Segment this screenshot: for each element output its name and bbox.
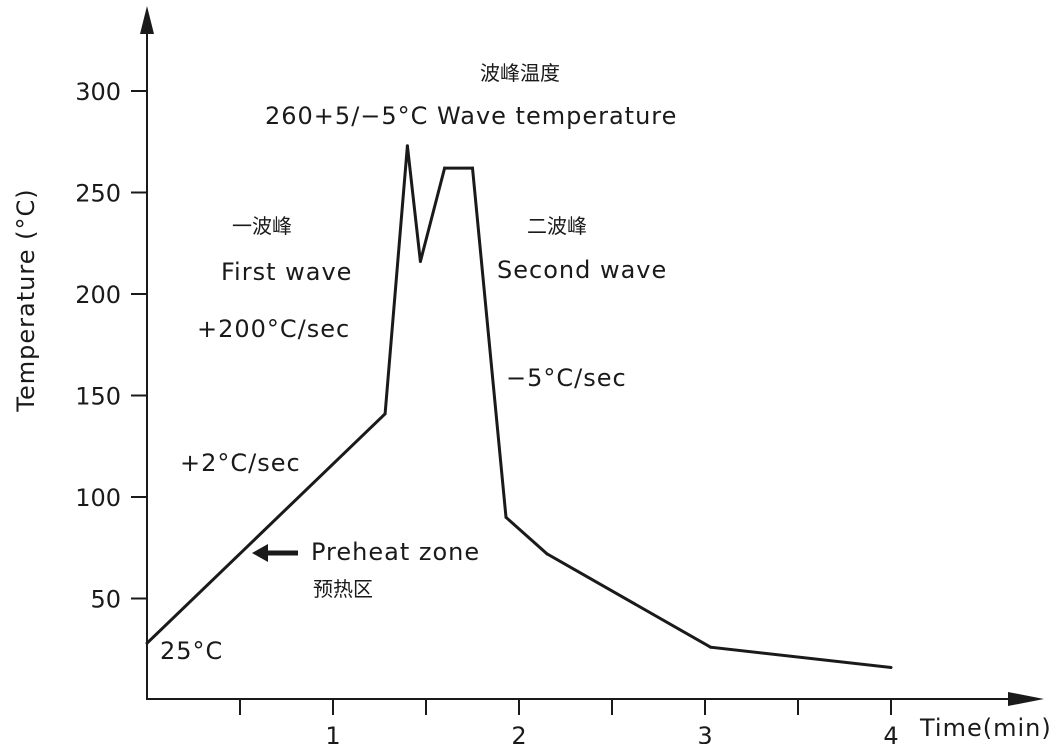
first-wave-label: First wave (221, 258, 352, 286)
profile-point (145, 641, 149, 645)
y-tick-label-300: 300 (75, 78, 121, 106)
y-tick-label-150: 150 (75, 383, 121, 411)
x-tick-label-2: 2 (511, 722, 526, 744)
x-axis-title: Time(min) (919, 714, 1052, 742)
second-wave-label: Second wave (497, 256, 667, 284)
profile-point (889, 666, 893, 670)
profile-point (709, 645, 713, 649)
wave-temperature-cn-label: 波峰温度 (480, 61, 560, 85)
heating-rate-fast-label: +200°C/sec (197, 315, 350, 343)
heating-rate-slow-label: +2°C/sec (180, 449, 301, 477)
x-tick-label-4: 4 (883, 722, 898, 744)
x-tick-label-1: 1 (325, 722, 340, 744)
y-tick-label-50: 50 (90, 586, 121, 614)
preheat-zone-cn-label: 预热区 (313, 577, 373, 601)
profile-point (405, 144, 409, 148)
start-temperature-label: 25°C (160, 637, 223, 665)
first-wave-cn-label: 一波峰 (232, 214, 292, 238)
y-tick-label-250: 250 (75, 180, 121, 208)
profile-point (504, 515, 508, 519)
x-axis-ticks: 1 2 3 4 (239, 699, 899, 744)
preheat-zone-label: Preheat zone (311, 538, 480, 566)
y-axis-arrow (140, 6, 154, 34)
temperature-profile-points (145, 144, 893, 670)
preheat-arrow-head (252, 544, 268, 562)
y-tick-label-200: 200 (75, 281, 121, 309)
cooling-rate-label: −5°C/sec (506, 364, 627, 392)
x-tick-label-3: 3 (697, 722, 712, 744)
y-tick-label-100: 100 (75, 484, 121, 512)
profile-point (545, 552, 549, 556)
profile-point (471, 166, 474, 170)
profile-point (383, 412, 387, 416)
temperature-profile-line (145, 145, 892, 669)
wave-temperature-label: 260+5/−5°C Wave temperature (265, 102, 677, 130)
second-wave-cn-label: 二波峰 (527, 214, 587, 238)
profile-point (443, 166, 447, 170)
profile-point (418, 260, 422, 264)
y-axis-ticks: 50 100 150 200 250 300 (75, 78, 147, 614)
y-axis-title: Temperature (°C) (12, 188, 40, 412)
x-axis-arrow (1008, 692, 1044, 706)
